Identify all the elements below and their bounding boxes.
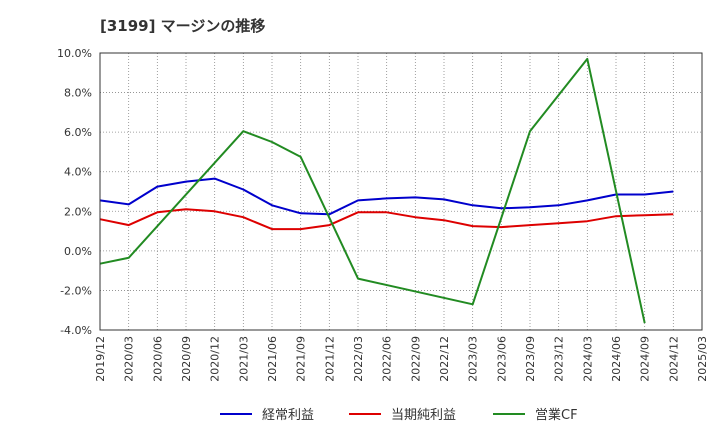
x-tick-label: 2020/06 — [151, 336, 164, 382]
x-tick-label: 2023/09 — [524, 336, 537, 382]
x-tick-label: 2021/03 — [237, 336, 250, 382]
legend: 経常利益 当期純利益 営業CF — [220, 407, 578, 423]
chart-title: [3199] マージンの推移 — [100, 17, 265, 35]
x-tick-label: 2025/03 — [696, 336, 709, 382]
x-tick-label: 2022/12 — [438, 336, 451, 382]
y-tick-label: 0.0% — [64, 245, 92, 258]
x-tick-label: 2022/06 — [381, 336, 394, 382]
y-axis-ticks: 10.0% 8.0% 6.0% 4.0% 2.0% 0.0% -2.0% -4.0% — [57, 47, 92, 337]
series-line-2 — [99, 208, 674, 231]
x-tick-label: 2024/06 — [610, 336, 623, 382]
series-line-3 — [99, 57, 646, 324]
y-tick-label: 8.0% — [64, 87, 92, 100]
y-tick-label: -2.0% — [60, 284, 92, 297]
x-tick-label: 2024/03 — [581, 336, 594, 382]
x-tick-label: 2020/09 — [180, 336, 193, 382]
x-tick-label: 2023/12 — [553, 336, 566, 382]
y-tick-label: -4.0% — [60, 324, 92, 337]
x-tick-label: 2021/12 — [323, 336, 336, 382]
x-tick-label: 2020/12 — [209, 336, 222, 382]
plot-frame — [99, 52, 703, 331]
x-tick-label: 2020/03 — [123, 336, 136, 382]
x-tick-label: 2023/03 — [467, 336, 480, 382]
x-axis-ticks: 2019/12 2020/03 2020/06 2020/09 2020/12 2021/… — [94, 336, 709, 382]
x-tick-label: 2021/06 — [266, 336, 279, 382]
x-tick-label: 2019/12 — [94, 336, 107, 382]
legend-label-2: 当期純利益 — [391, 408, 456, 423]
x-tick-label: 2021/09 — [295, 336, 308, 382]
x-tick-label: 2022/03 — [352, 336, 365, 382]
y-tick-label: 4.0% — [64, 166, 92, 179]
x-tick-label: 2022/09 — [409, 336, 422, 382]
legend-label-3: 営業CF — [535, 407, 578, 423]
y-tick-label: 6.0% — [64, 126, 92, 139]
y-tick-label: 2.0% — [64, 205, 92, 218]
x-tick-label: 2024/12 — [667, 336, 680, 382]
x-tick-label: 2024/09 — [639, 336, 652, 382]
series-line-1 — [99, 177, 674, 216]
y-tick-label: 10.0% — [57, 47, 92, 60]
legend-label-1: 経常利益 — [262, 408, 314, 423]
series-lines — [99, 57, 674, 324]
x-tick-label: 2023/06 — [495, 336, 508, 382]
